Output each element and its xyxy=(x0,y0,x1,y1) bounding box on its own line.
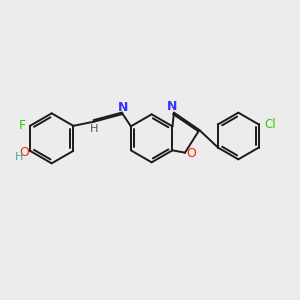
Text: F: F xyxy=(19,119,26,132)
Text: H: H xyxy=(15,152,23,162)
Text: Cl: Cl xyxy=(265,118,276,131)
Text: O: O xyxy=(19,146,29,159)
Text: N: N xyxy=(118,100,128,113)
Text: N: N xyxy=(167,100,178,113)
Text: O: O xyxy=(186,147,196,160)
Text: H: H xyxy=(90,124,98,134)
